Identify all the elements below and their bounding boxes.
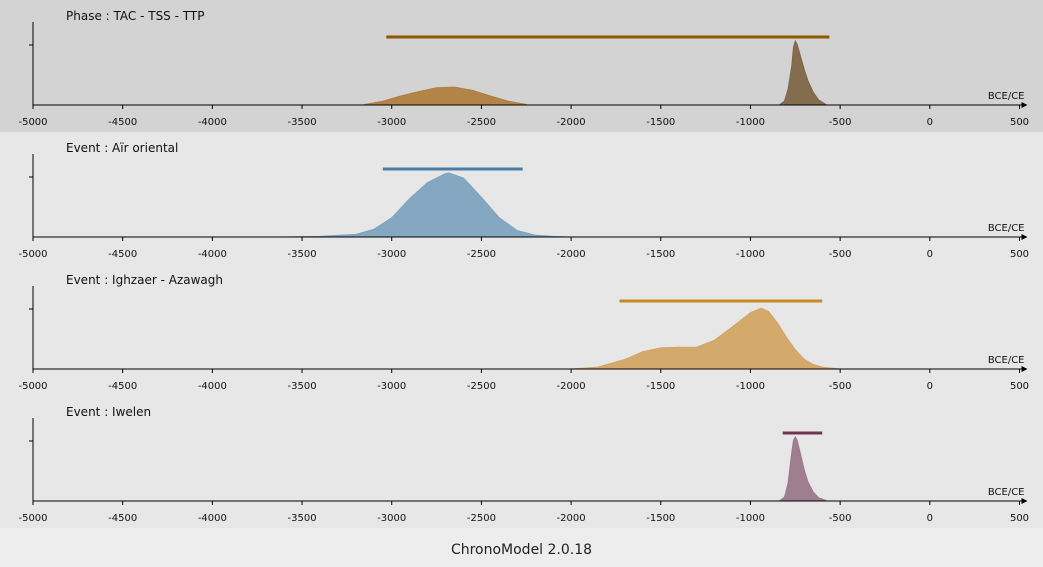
x-axis-tick-label: -2500 (467, 117, 496, 128)
x-axis-tick-label: -1000 (736, 249, 765, 260)
x-axis-tick-label: -5000 (18, 249, 47, 260)
x-axis-tick-label: -3000 (377, 117, 406, 128)
x-axis-tick-label: -4500 (108, 513, 137, 524)
x-axis-tick-label: -2500 (467, 249, 496, 260)
x-axis-tick-label: 500 (1010, 117, 1029, 128)
x-axis-tick-label: -2000 (557, 513, 586, 524)
x-axis-tick-label: -3500 (288, 249, 317, 260)
x-axis-tick-label: -1000 (736, 513, 765, 524)
x-axis-tick-label: -1000 (736, 381, 765, 392)
x-axis-tick-label: -1500 (646, 249, 675, 260)
x-axis-arrow (1021, 366, 1028, 372)
x-axis-tick-label: 500 (1010, 249, 1029, 260)
x-axis-arrow (1021, 234, 1028, 240)
x-axis-tick-label: -500 (829, 381, 852, 392)
panel-title: Event : Ighzaer - Azawagh (66, 273, 223, 287)
density-curve-0 (777, 435, 827, 502)
x-axis-tick-label: -4500 (108, 117, 137, 128)
x-axis-tick-label: -1500 (646, 117, 675, 128)
density-plot: BCE/CE-5000 -4500 -4000 -3500 -3000 -2500 -200… (18, 154, 1029, 260)
x-axis-tick-label: -1000 (736, 117, 765, 128)
x-axis-tick-label: 500 (1010, 513, 1029, 524)
panel-event-iwelen[interactable]: Event : Iwelen BCE/CE -5000 -4500 -4000 -350… (0, 396, 1043, 528)
density-curve-0 (284, 172, 572, 238)
panel-title: Event : Iwelen (66, 405, 152, 419)
density-plot: BCE/CE-5000 -4500 -4000 -3500 -3000 -2500 -200… (18, 286, 1029, 392)
x-axis-tick-label: -4000 (198, 513, 227, 524)
x-axis-tick-label: -500 (829, 117, 852, 128)
x-axis-tick-label: -5000 (18, 513, 47, 524)
density-plot: BCE/CE-5000 -4500 -4000 -3500 -3000 -2500 -200… (18, 22, 1029, 128)
x-axis-tick-label: -3000 (377, 249, 406, 260)
x-axis-tick-label: -2000 (557, 117, 586, 128)
x-axis-tick-label: -3500 (288, 381, 317, 392)
density-curve-0 (364, 86, 527, 106)
x-axis-tick-label: -1500 (646, 513, 675, 524)
x-axis-tick-label: -500 (829, 513, 852, 524)
density-curve-1 (777, 39, 827, 106)
panel-phase[interactable]: Phase : TAC - TSS - TTP BCE/CE -5000 -4500… (0, 0, 1043, 132)
x-axis-unit-label: BCE/CE (988, 223, 1025, 234)
panel-title: Phase : TAC - TSS - TTP (66, 9, 205, 23)
x-axis-unit-label: BCE/CE (988, 487, 1025, 498)
x-axis-tick-label: -2500 (467, 381, 496, 392)
density-plot: BCE/CE-5000 -4500 -4000 -3500 -3000 -2500 -200… (18, 418, 1029, 524)
x-axis-tick-label: -3000 (377, 381, 406, 392)
x-axis-tick-label: 0 (927, 513, 933, 524)
x-axis-tick-label: -1500 (646, 381, 675, 392)
density-curve-0 (571, 307, 841, 370)
x-axis-tick-label: 0 (927, 249, 933, 260)
x-axis-tick-label: -2000 (557, 381, 586, 392)
x-axis-tick-label: -3500 (288, 513, 317, 524)
x-axis-tick-label: -4500 (108, 249, 137, 260)
version-label: ChronoModel 2.0.18 (450, 542, 593, 558)
x-axis-arrow (1021, 102, 1028, 108)
x-axis-unit-label: BCE/CE (988, 91, 1025, 102)
x-axis-tick-label: -4000 (198, 117, 227, 128)
x-axis-tick-label: -4500 (108, 381, 137, 392)
panel-event-air-oriental[interactable]: Event : Aïr oriental BCE/CE -5000 -4500 -40… (0, 132, 1043, 264)
x-axis-tick-label: -3000 (377, 513, 406, 524)
x-axis-tick-label: -5000 (18, 117, 47, 128)
status-bar: ChronoModel 2.0.18 (0, 530, 1043, 567)
x-axis-tick-label: -3500 (288, 117, 317, 128)
panel-title: Event : Aïr oriental (66, 141, 179, 155)
x-axis-tick-label: -4000 (198, 381, 227, 392)
x-axis-tick-label: -5000 (18, 381, 47, 392)
x-axis-tick-label: -2000 (557, 249, 586, 260)
x-axis-unit-label: BCE/CE (988, 355, 1025, 366)
x-axis-tick-label: 0 (927, 381, 933, 392)
x-axis-tick-label: 500 (1010, 381, 1029, 392)
x-axis-tick-label: -2500 (467, 513, 496, 524)
x-axis-arrow (1021, 498, 1028, 504)
x-axis-tick-label: -500 (829, 249, 852, 260)
x-axis-tick-label: -4000 (198, 249, 227, 260)
x-axis-tick-label: 0 (927, 117, 933, 128)
panel-event-ighzaer-azawagh[interactable]: Event : Ighzaer - Azawagh BCE/CE -5000 -45… (0, 264, 1043, 396)
